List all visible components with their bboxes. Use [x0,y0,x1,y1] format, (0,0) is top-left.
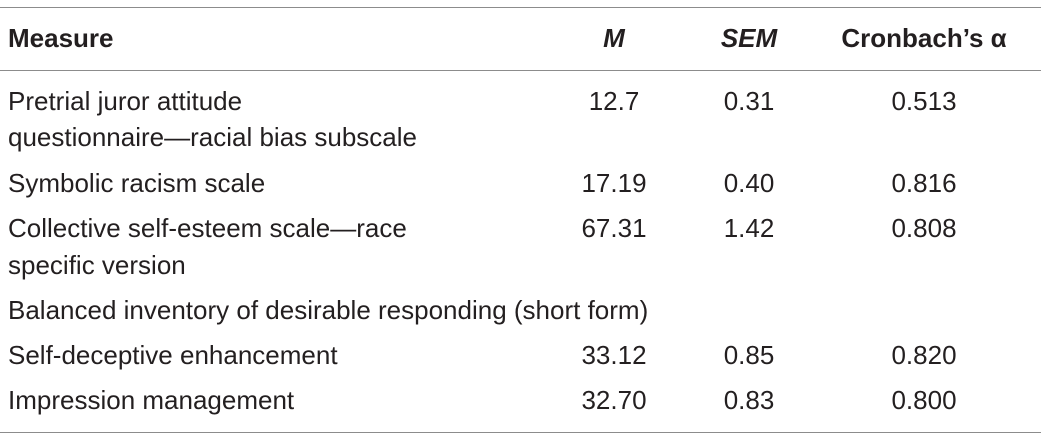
row-1-sem: 0.31 [723,86,775,116]
group-label-bidr: Balanced inventory of desirable respondi… [8,295,649,325]
row-2-sem: 0.40 [723,168,775,198]
row-6-alpha: 0.800 [891,385,957,415]
row-3-sem: 1.42 [723,213,775,243]
row-2-measure: Symbolic racism scale [8,168,266,198]
row-2-alpha: 0.816 [891,168,957,198]
row-5-measure: Self-deceptive enhancement [8,340,338,370]
row-5-alpha: 0.820 [891,340,957,370]
table-top-rule [0,7,1041,8]
row-6-sem: 0.83 [723,385,775,415]
row-5-mean: 33.12 [581,340,647,370]
row-1-mean: 12.7 [588,86,640,116]
row-3-mean: 67.31 [581,213,647,243]
row-3-alpha: 0.808 [891,213,957,243]
table-bottom-rule [0,432,1041,433]
header-cronbach-alpha: Cronbach’s α [841,23,1007,53]
header-measure: Measure [8,23,114,53]
row-3-measure-line-2: specific version [8,250,186,280]
row-1-measure-line-2: questionnaire—racial bias subscale [8,122,418,152]
row-5-sem: 0.85 [723,340,775,370]
header-mean: M [603,23,625,53]
row-3-measure-line-1: Collective self-esteem scale—race [8,213,407,243]
row-6-mean: 32.70 [581,385,647,415]
row-6-measure: Impression management [8,385,295,415]
header-sem: SEM [720,23,778,53]
row-2-mean: 17.19 [581,168,647,198]
row-1-measure-line-1: Pretrial juror attitude [8,86,243,116]
header-rule [0,70,1041,71]
row-1-alpha: 0.513 [891,86,957,116]
